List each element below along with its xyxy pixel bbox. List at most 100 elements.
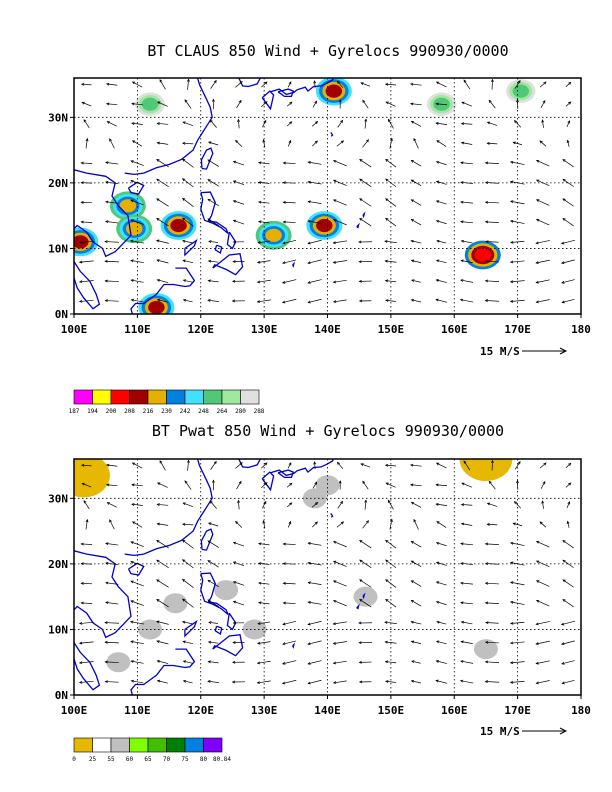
wind-vector	[540, 100, 546, 108]
wind-vector-head	[560, 241, 565, 245]
wind-vector	[561, 259, 575, 264]
wind-vector-head	[207, 579, 211, 583]
wind-vector-head	[509, 561, 514, 565]
wind-vector-head	[486, 522, 490, 526]
wind-vector	[542, 119, 544, 128]
x-tick-label: 180	[571, 704, 591, 717]
wind-vector-head	[486, 502, 491, 506]
wind-vector-head	[410, 199, 414, 203]
colorbar-label: 187	[69, 408, 80, 415]
wind-vector-head	[131, 140, 136, 144]
wind-vector	[436, 81, 447, 88]
coastline	[356, 603, 360, 610]
wind-vector-head	[181, 197, 186, 201]
wind-vector	[485, 260, 499, 263]
wind-vector	[105, 181, 119, 185]
wind-vector-head	[156, 178, 160, 182]
wind-vector-head	[384, 660, 389, 664]
wind-vector	[536, 240, 550, 244]
colorbar-swatch	[166, 389, 186, 405]
wind-vector	[109, 519, 115, 530]
wind-vector-head	[509, 219, 514, 223]
wind-vector-head	[512, 141, 516, 145]
wind-vector-head	[263, 119, 267, 124]
wind-vector	[510, 220, 525, 224]
wind-vector-head	[510, 621, 514, 625]
wind-vector	[410, 464, 422, 467]
wind-vector	[130, 641, 144, 645]
wind-vector	[157, 660, 169, 664]
wind-vector-head	[307, 200, 311, 204]
wind-vector-head	[282, 601, 286, 605]
wind-vector	[360, 82, 371, 87]
wind-vector	[411, 641, 422, 644]
wind-vector	[410, 484, 422, 487]
wind-vector	[359, 579, 372, 588]
coastline	[200, 572, 229, 615]
wind-vector	[359, 198, 372, 207]
wind-vector	[411, 560, 422, 568]
wind-vector	[182, 579, 194, 588]
wind-vector-head	[282, 642, 286, 646]
wind-vector	[411, 580, 422, 587]
wind-vector	[307, 660, 322, 665]
x-tick-label: 130E	[251, 323, 278, 336]
wind-vector-head	[435, 279, 439, 282]
wind-vector	[359, 540, 372, 549]
coastline	[261, 90, 275, 111]
wind-vector-head	[435, 122, 439, 125]
wind-vector-head	[131, 462, 136, 466]
wind-vector-head	[411, 660, 415, 664]
wind-vector	[79, 661, 94, 664]
wind-vector	[282, 640, 297, 645]
wind-vector-head	[105, 581, 109, 585]
wind-vector-head	[182, 121, 186, 125]
wind-vector-head	[568, 482, 572, 486]
wind-vector	[513, 523, 523, 527]
wind-vector	[132, 140, 143, 147]
colorbar-swatch	[110, 737, 130, 753]
wind-vector-head	[410, 560, 414, 564]
wind-vector-head	[307, 622, 311, 626]
wind-vector	[131, 680, 144, 684]
wind-vector	[514, 80, 521, 89]
wind-vector-head	[490, 78, 494, 83]
wind-vector-head	[207, 299, 211, 302]
wind-vector-head	[231, 680, 236, 684]
wind-vector	[411, 179, 422, 187]
wind-vector-head	[385, 539, 389, 543]
wind-vector	[207, 540, 219, 548]
wind-vector	[208, 240, 218, 243]
wind-vector-head	[484, 279, 489, 283]
wind-vector-head	[232, 160, 237, 164]
wind-vector-head	[436, 521, 440, 524]
wind-vector	[207, 159, 219, 167]
coastline	[356, 222, 360, 229]
wind-vector	[565, 82, 571, 88]
wind-vector	[157, 279, 169, 283]
wind-vector	[210, 80, 217, 89]
wind-vector	[157, 142, 169, 145]
wind-vector-head	[235, 520, 239, 525]
wind-vector-head	[332, 641, 337, 645]
wind-vector	[488, 100, 496, 109]
wind-vector	[283, 602, 296, 604]
wind-vector	[208, 522, 219, 527]
wind-vector	[561, 620, 576, 625]
wind-vector-head	[258, 542, 262, 546]
wind-vector-head	[390, 518, 393, 523]
wind-vector-head	[156, 522, 160, 526]
wind-vector	[263, 139, 266, 148]
wind-vector-head	[232, 641, 236, 645]
wind-vector-head	[535, 681, 539, 685]
wind-vector-head	[460, 200, 464, 204]
wind-vector-head	[509, 541, 514, 545]
colorbar-label: 194	[87, 408, 98, 415]
wind-vector	[436, 562, 447, 566]
wind-vector	[461, 504, 473, 506]
wind-vector-head	[384, 259, 388, 263]
wind-vector	[132, 521, 143, 528]
wind-vector-head	[385, 101, 389, 105]
wind-vector-head	[568, 81, 572, 85]
wind-vector-head	[435, 160, 440, 164]
